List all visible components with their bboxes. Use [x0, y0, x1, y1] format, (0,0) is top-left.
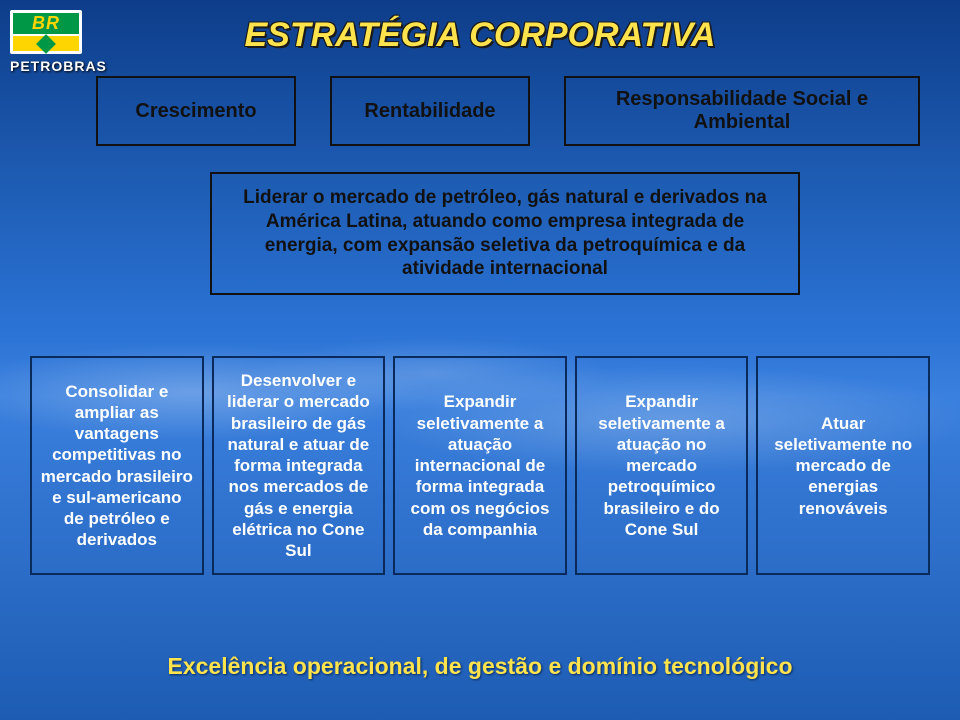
strategy-box: Atuar seletivamente no mercado de energi…	[756, 356, 930, 575]
brand-logo: BR PETROBRAS	[10, 10, 107, 74]
logo-mark: BR	[10, 10, 82, 54]
footer-banner: Excelência operacional, de gestão e domí…	[0, 653, 960, 680]
mission-box: Liderar o mercado de petróleo, gás natur…	[210, 172, 800, 295]
strategies-row: Consolidar e ampliar as vantagens compet…	[30, 356, 930, 575]
logo-diamond-icon	[36, 34, 56, 54]
page-title: ESTRATÉGIA CORPORATIVA	[245, 16, 716, 55]
logo-yellow-band	[13, 36, 79, 51]
strategy-box: Expandir seletivamente a atuação interna…	[393, 356, 567, 575]
strategy-box: Consolidar e ampliar as vantagens compet…	[30, 356, 204, 575]
strategy-box: Expandir seletivamente a atuação no merc…	[575, 356, 749, 575]
logo-green-band: BR	[13, 13, 79, 34]
brand-name: PETROBRAS	[10, 58, 107, 74]
strategy-box: Desenvolver e liderar o mercado brasilei…	[212, 356, 386, 575]
pillar-box: Rentabilidade	[330, 76, 530, 146]
pillar-box: Crescimento	[96, 76, 296, 146]
pillars-row: Crescimento Rentabilidade Responsabilida…	[96, 76, 920, 146]
logo-letters: BR	[32, 13, 60, 34]
pillar-box: Responsabilidade Social e Ambiental	[564, 76, 920, 146]
